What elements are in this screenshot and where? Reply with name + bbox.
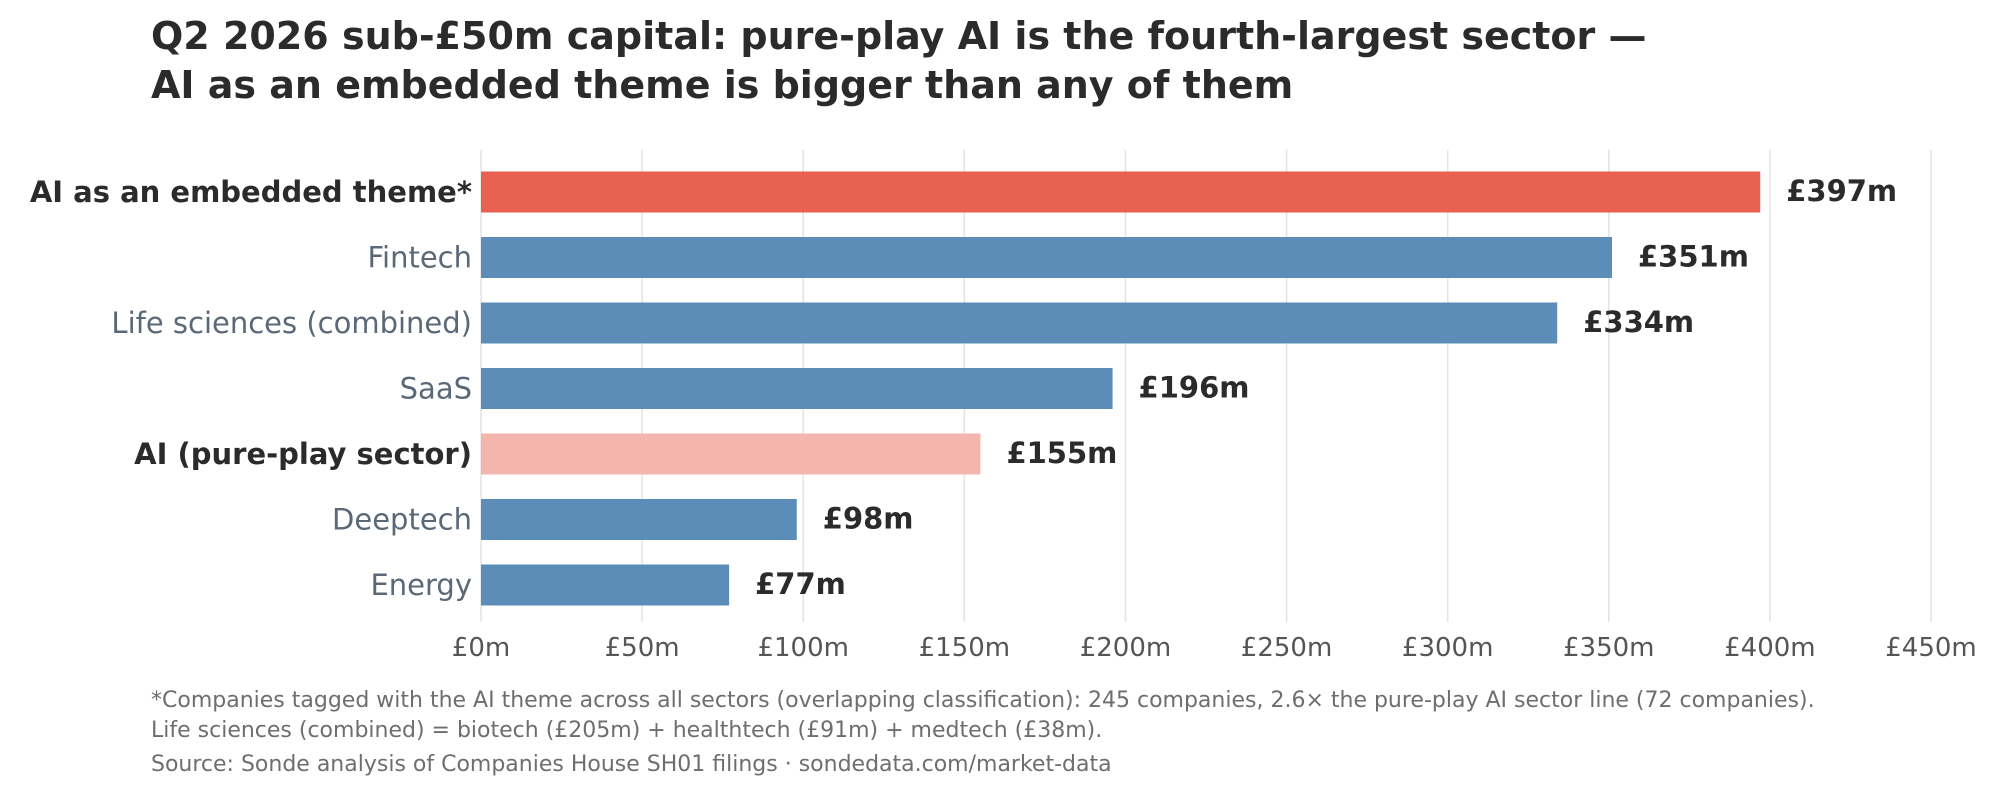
x-tick-label: £0m — [452, 633, 510, 663]
category-label: Life sciences (combined) — [111, 306, 472, 340]
chart-title: Q2 2026 sub-£50m capital: pure-play AI i… — [151, 12, 1971, 110]
bar-chart: £0m £50m £100m £150m £200m £250m £300m £350m £40… — [30, 150, 1977, 663]
bar — [481, 433, 981, 475]
x-tick-label: £300m — [1402, 633, 1494, 663]
category-label: AI (pure-play sector) — [134, 437, 472, 471]
value-label: £397m — [1786, 174, 1897, 208]
category-label: Fintech — [367, 241, 472, 275]
bar — [481, 171, 1761, 213]
category-label: SaaS — [400, 372, 472, 406]
chart-title-line-1: Q2 2026 sub-£50m capital: pure-play AI i… — [151, 14, 1647, 58]
value-label: £196m — [1139, 371, 1250, 405]
bar — [481, 237, 1612, 278]
category-label: Energy — [370, 568, 472, 602]
x-tick-label: £350m — [1563, 633, 1655, 663]
footnote-ai-theme: *Companies tagged with the AI theme acro… — [151, 688, 1815, 713]
value-label: £155m — [1006, 436, 1117, 470]
bar — [481, 368, 1113, 409]
value-label: £98m — [823, 502, 914, 536]
chart-title-line-2: AI as an embedded theme is bigger than a… — [151, 63, 1294, 107]
x-tick-label: £400m — [1724, 633, 1816, 663]
category-label: AI as an embedded theme* — [30, 175, 472, 209]
bar — [481, 564, 730, 606]
value-label: £77m — [755, 567, 846, 601]
category-label: Deeptech — [332, 503, 472, 537]
value-label: £334m — [1583, 305, 1694, 339]
footnote-life-sciences: Life sciences (combined) = biotech (£205… — [151, 718, 1103, 743]
x-tick-label: £50m — [605, 633, 680, 663]
x-tick-label: £450m — [1885, 633, 1977, 663]
x-tick-label: £250m — [1241, 633, 1333, 663]
x-tick-label: £200m — [1080, 633, 1172, 663]
value-label: £351m — [1638, 240, 1749, 274]
x-tick-label: £100m — [757, 633, 849, 663]
bar — [481, 302, 1558, 344]
x-tick-label: £150m — [919, 633, 1011, 663]
bar — [481, 499, 797, 540]
source-note: Source: Sonde analysis of Companies Hous… — [151, 752, 1112, 777]
